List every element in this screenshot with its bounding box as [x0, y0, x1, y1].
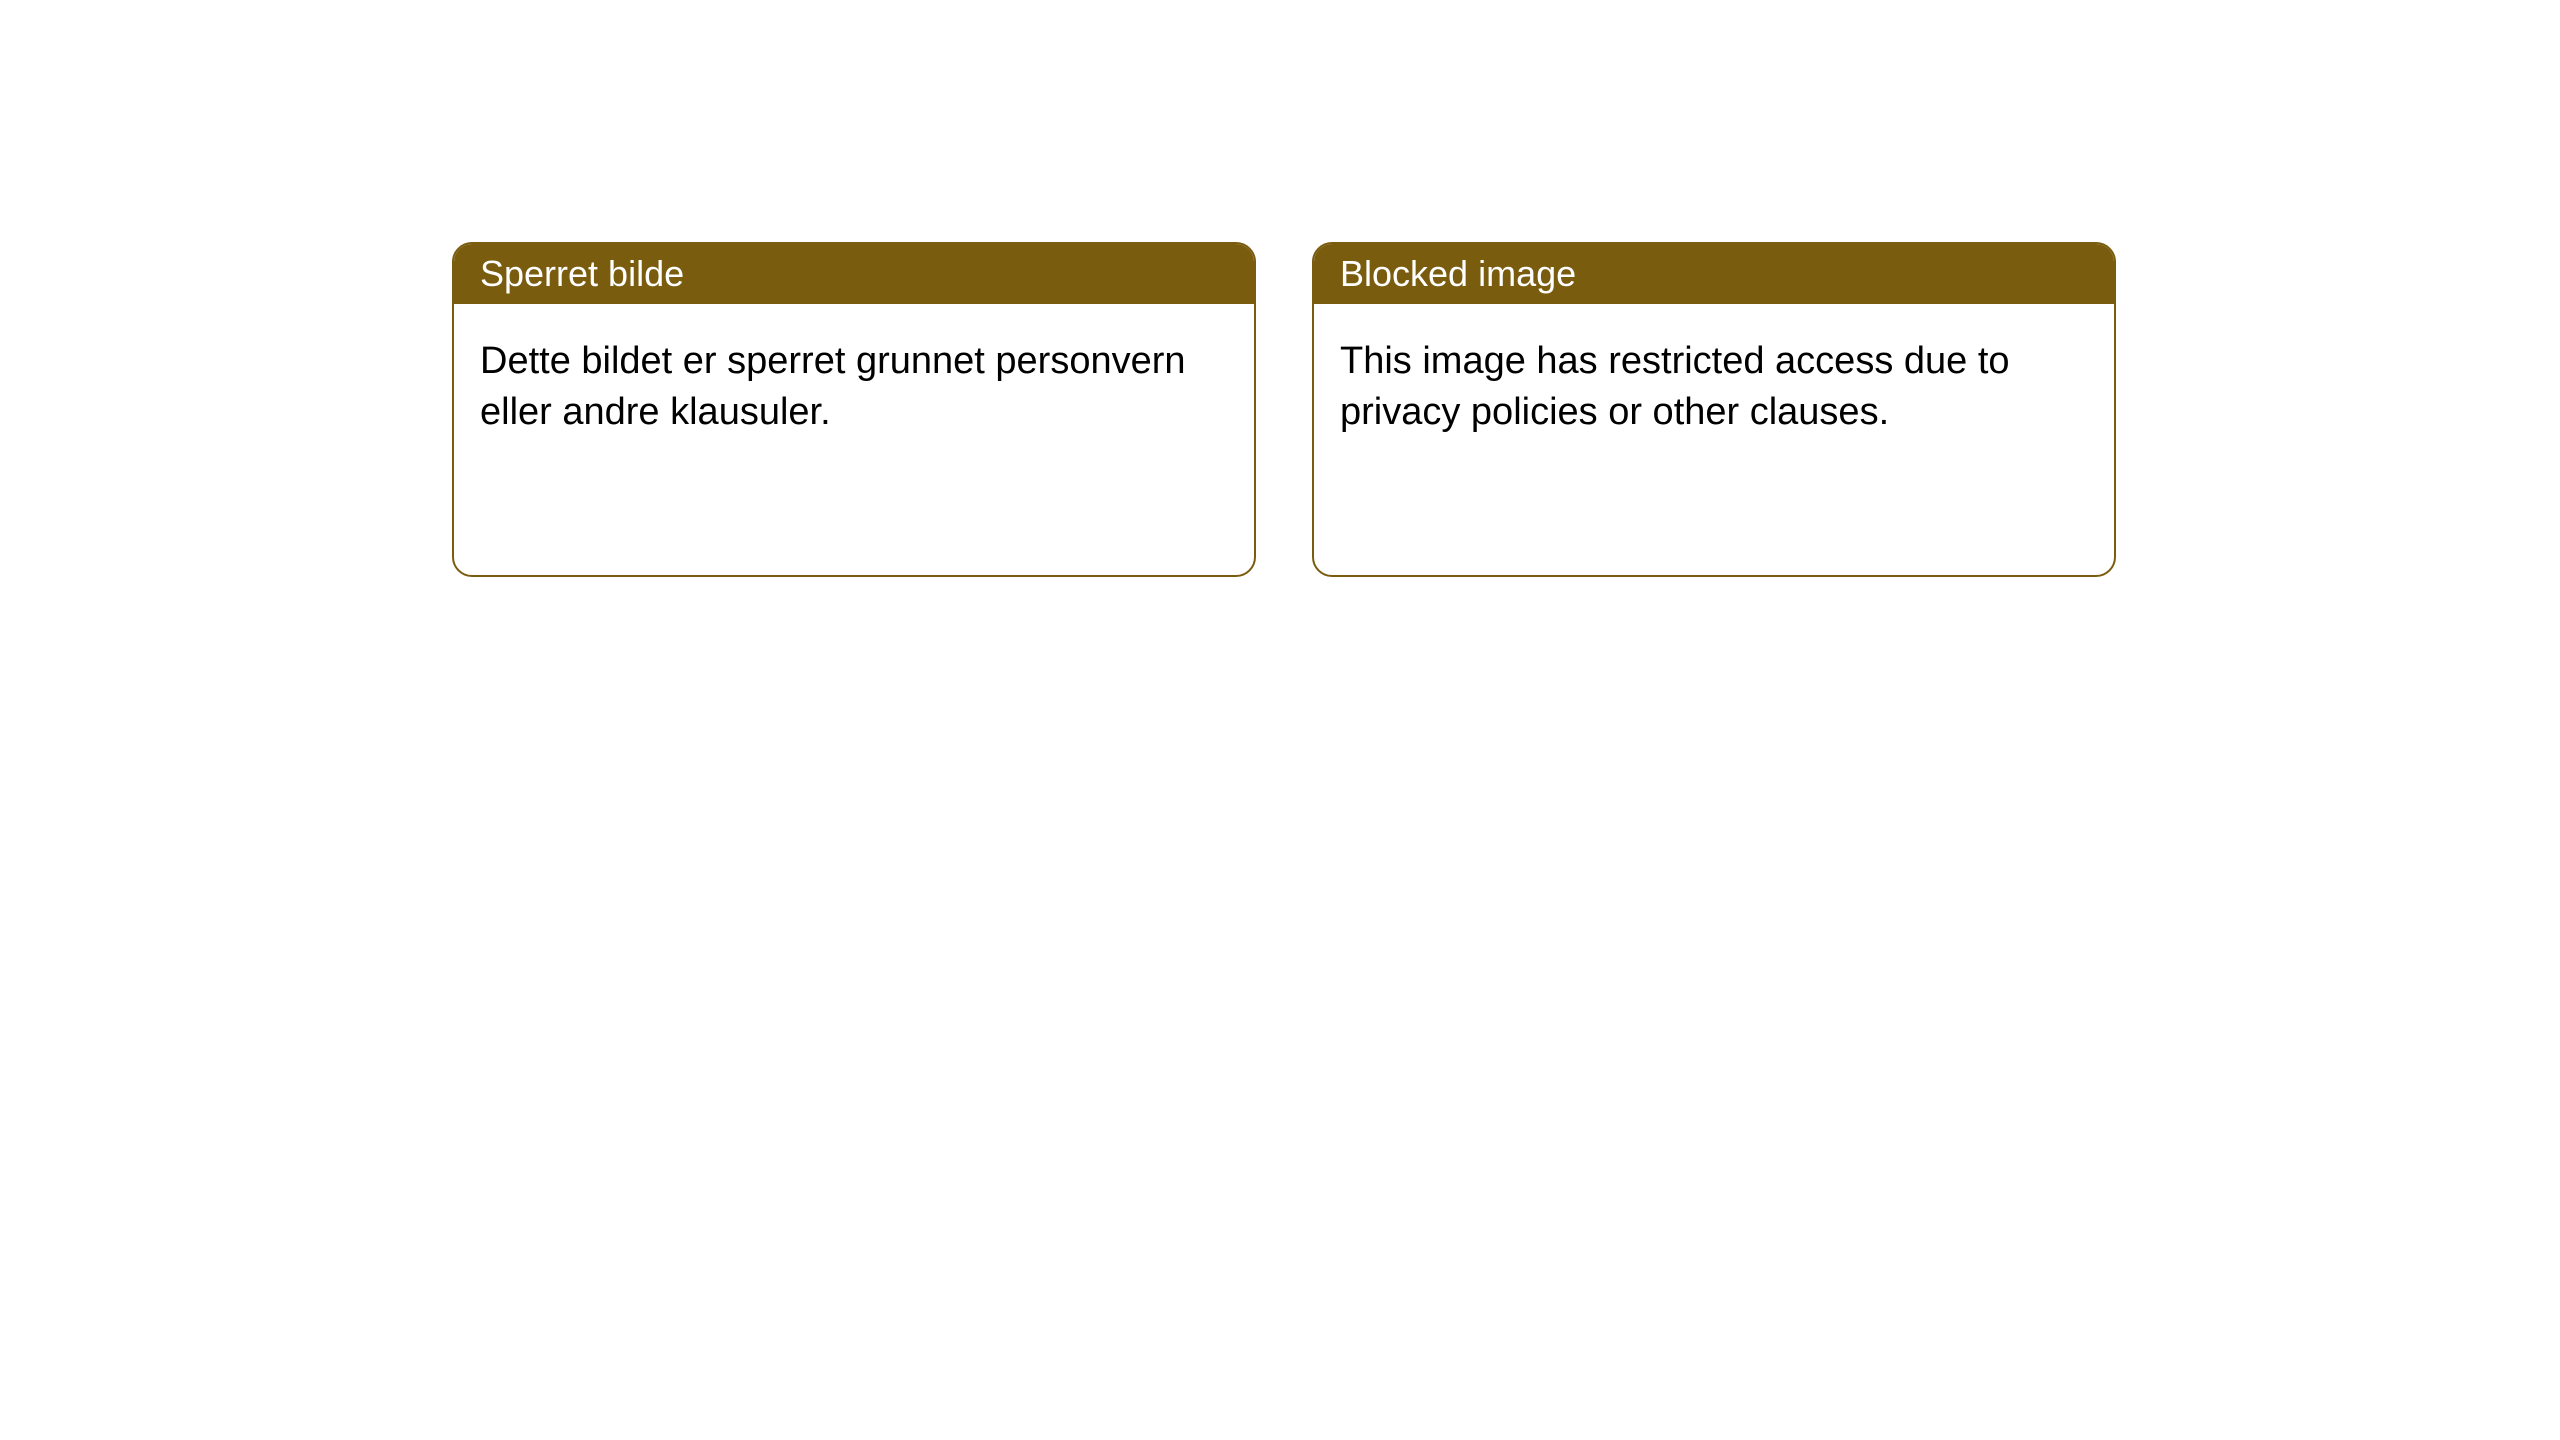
card-body: Dette bildet er sperret grunnet personve… — [454, 304, 1254, 471]
card-body-text: Dette bildet er sperret grunnet personve… — [480, 340, 1186, 433]
card-body: This image has restricted access due to … — [1314, 304, 2114, 471]
card-title: Sperret bilde — [480, 253, 684, 295]
card-body-text: This image has restricted access due to … — [1340, 340, 2010, 433]
card-header: Sperret bilde — [454, 244, 1254, 304]
card-header: Blocked image — [1314, 244, 2114, 304]
card-title: Blocked image — [1340, 253, 1576, 295]
notice-card-english: Blocked image This image has restricted … — [1312, 242, 2116, 577]
notice-card-norwegian: Sperret bilde Dette bildet er sperret gr… — [452, 242, 1256, 577]
notice-container: Sperret bilde Dette bildet er sperret gr… — [0, 0, 2560, 577]
